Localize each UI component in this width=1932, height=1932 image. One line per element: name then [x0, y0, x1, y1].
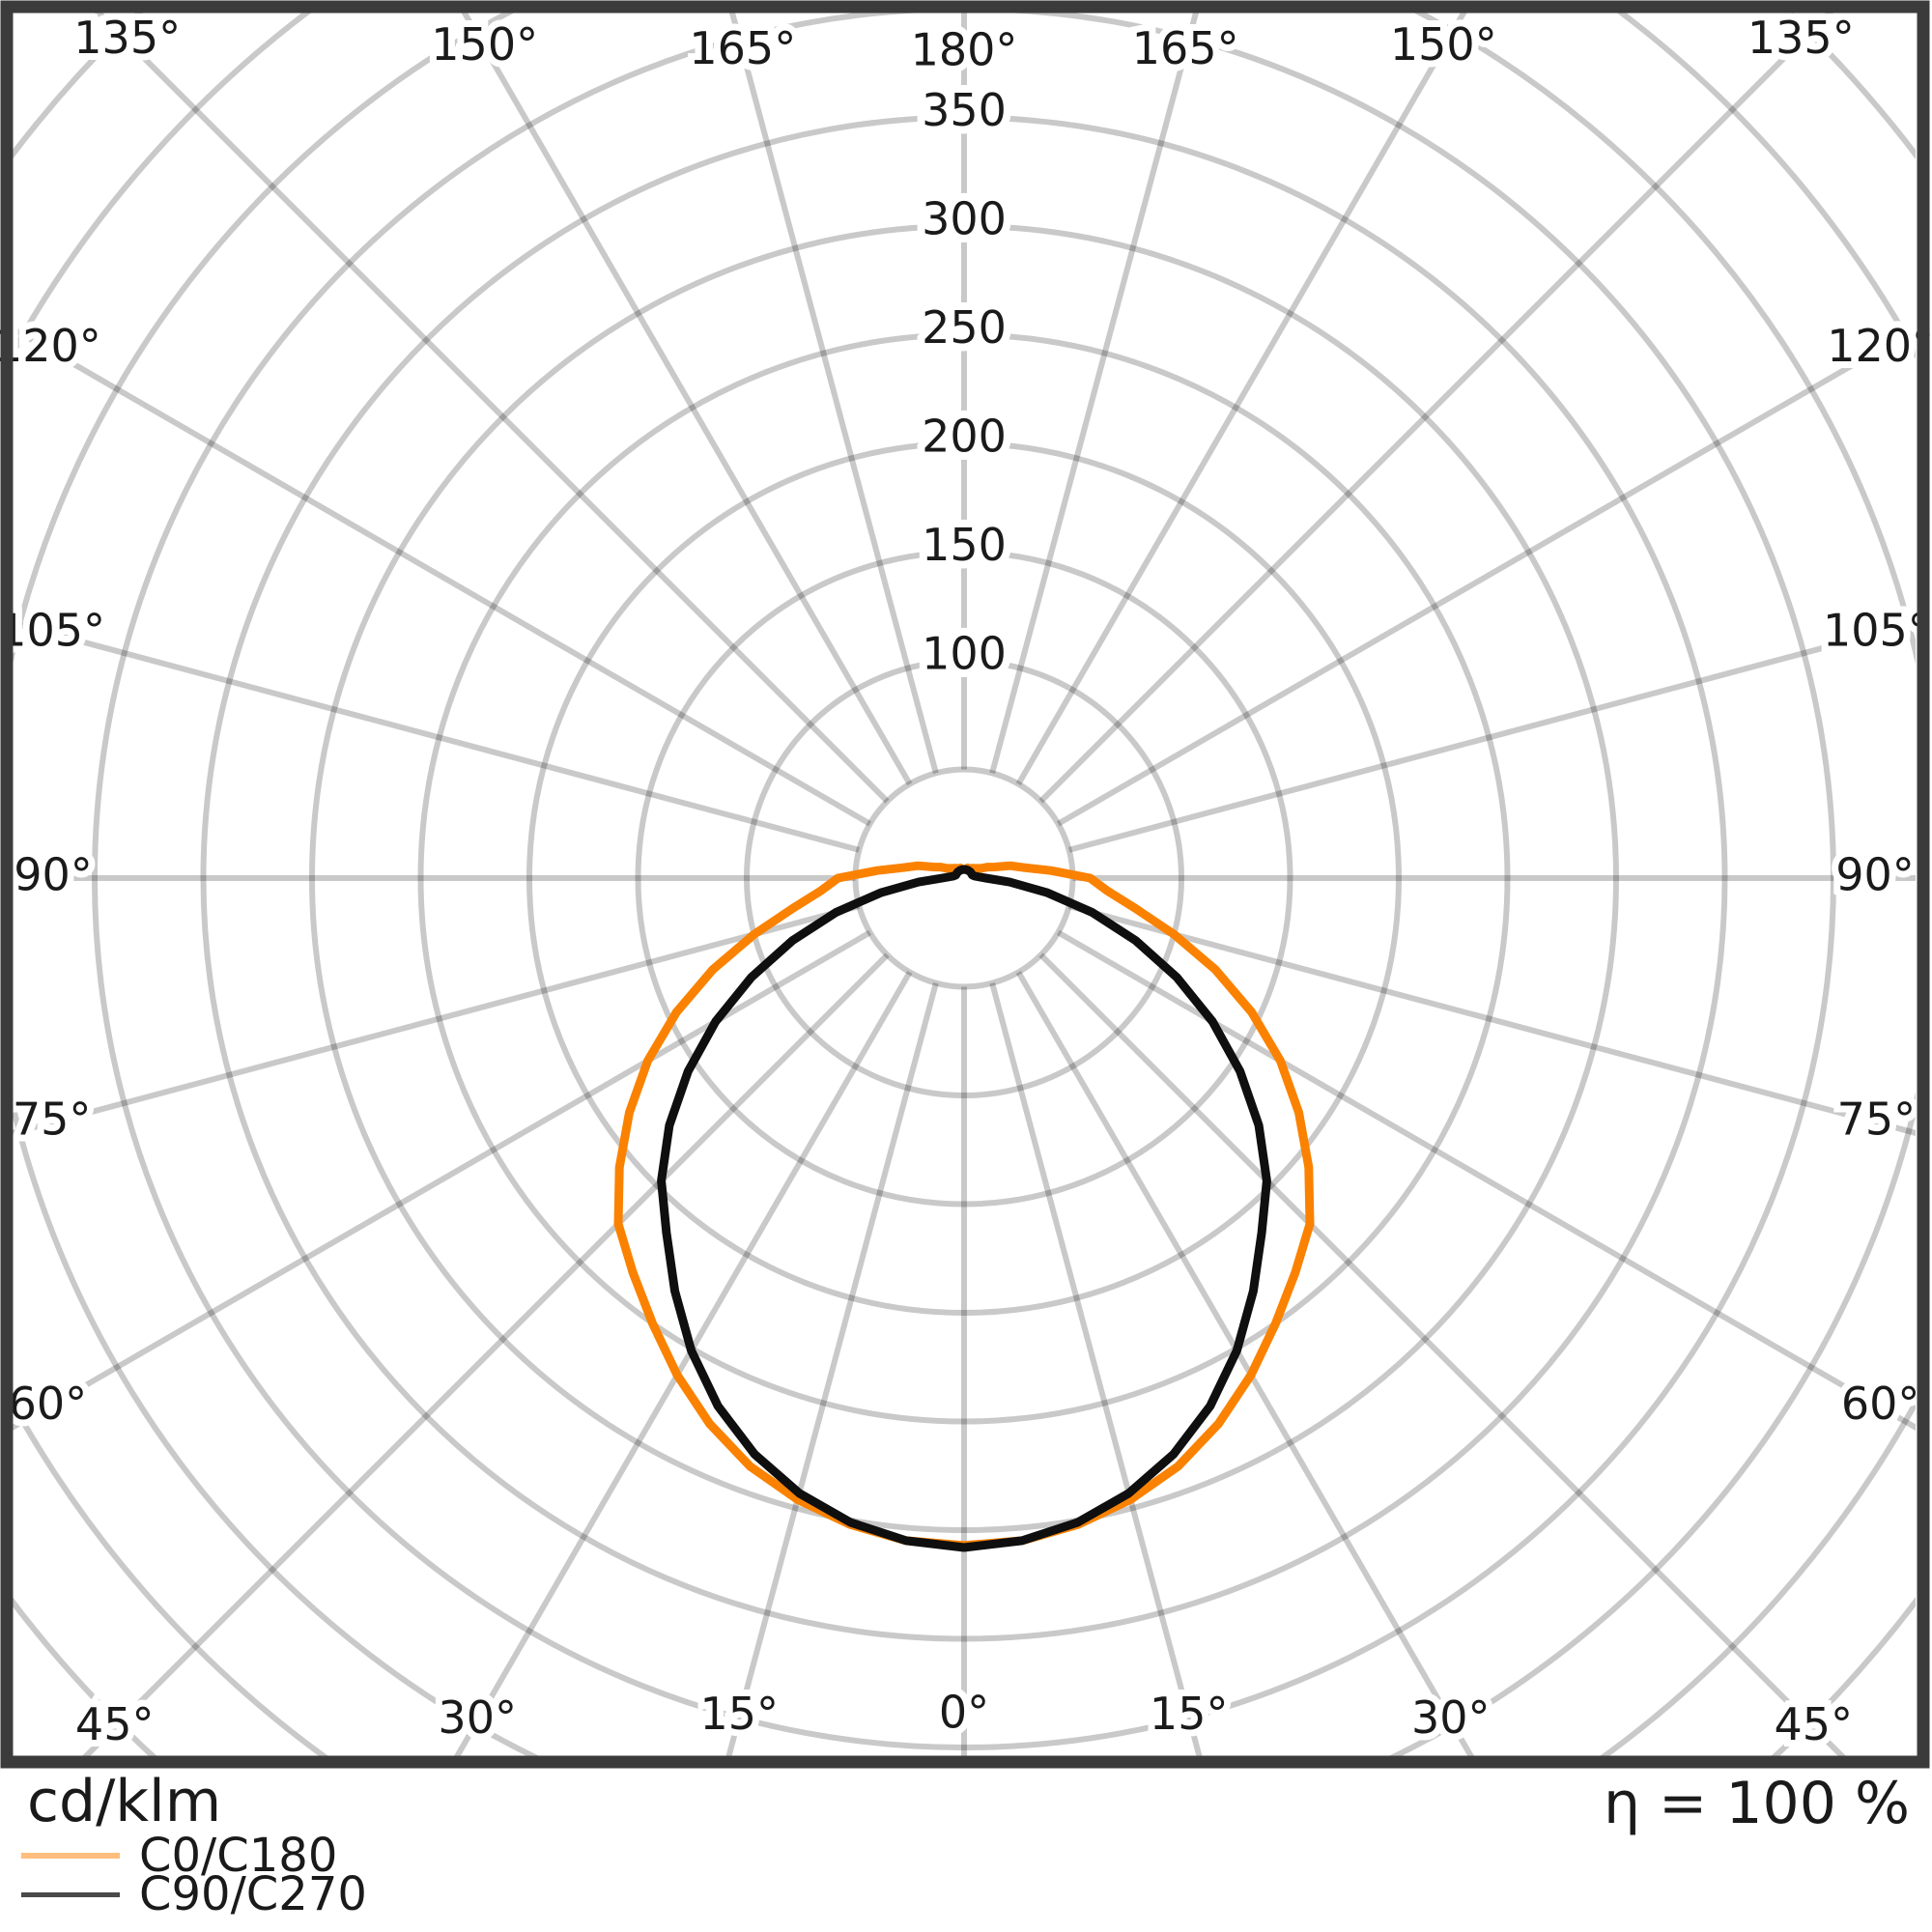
polar-grid-spoke [728, 13, 939, 775]
angle-tick-label: 75° [13, 1094, 92, 1146]
polar-grid-spoke [724, 981, 939, 1762]
angle-tick-label: 150° [1390, 18, 1497, 71]
angle-tick-label: 90° [1835, 849, 1915, 901]
curve-c90-c270 [657, 865, 1271, 1552]
radial-tick-label: 250 [922, 301, 1007, 354]
angle-tick-label: 30° [438, 1691, 517, 1744]
radial-tick-labels: 100 150 200 250 300 350 [914, 76, 1014, 688]
angle-tick-label: 15° [1150, 1688, 1229, 1740]
radial-tick-label: 100 [922, 628, 1007, 680]
polar-grid-spoke [13, 619, 861, 853]
angle-tick-label: 45° [1775, 1698, 1854, 1750]
polar-grid-ring [852, 766, 1076, 990]
angle-tick-label: 60° [1841, 1378, 1920, 1430]
polar-grid-spoke [13, 929, 872, 1432]
polar-grid-spoke [13, 325, 872, 827]
angle-tick-label: 90° [14, 849, 93, 901]
polar-grid-spoke [1038, 13, 1834, 804]
angle-tick-label: 120° [0, 320, 101, 372]
angle-tick-label: 180° [911, 24, 1018, 76]
angle-tick-label: 75° [1837, 1094, 1917, 1146]
angle-tick-label: 120° [1827, 320, 1932, 372]
polar-grid-ring [200, 114, 1728, 1642]
angle-tick-label: 60° [9, 1378, 88, 1430]
polar-grid-spoke [94, 13, 890, 804]
radial-tick-label: 350 [922, 84, 1007, 136]
polar-grid-spoke [1038, 952, 1853, 1762]
polar-grid-spoke [989, 13, 1200, 775]
legend-label-c0-c180: C0/C180 [139, 1829, 338, 1883]
polar-grid-ring [744, 658, 1184, 1098]
efficiency-label: η = 100 % [1603, 1770, 1910, 1837]
angle-tick-label: 135° [73, 12, 181, 64]
polar-grid-spoke [1067, 619, 1916, 853]
legend-item-c90-c270: C90/C270 [21, 1867, 367, 1921]
polar-grid-spoke [461, 13, 913, 786]
units-label: cd/klm [27, 1768, 222, 1835]
angle-tick-label: 150° [431, 18, 538, 71]
polar-grid-spoke [75, 952, 890, 1762]
polar-grid-spoke [1015, 13, 1467, 786]
angle-tick-label: 165° [689, 22, 796, 74]
angle-tick-label: 105° [1823, 604, 1930, 656]
legend-line-c90-c270-icon [21, 1891, 120, 1897]
polar-grid-ring [635, 549, 1293, 1208]
legend-label-c90-c270: C90/C270 [139, 1867, 367, 1921]
polar-grid-spoke [989, 981, 1205, 1762]
polar-grid-spoke [1056, 325, 1916, 827]
angle-tick-label: 105° [0, 604, 105, 656]
polar-grid-ring [526, 440, 1402, 1316]
angle-tick-label: 30° [1411, 1691, 1491, 1744]
radial-tick-label: 300 [922, 193, 1007, 245]
radial-tick-label: 200 [922, 411, 1007, 463]
angle-tick-label: 45° [75, 1698, 155, 1750]
legend-line-c0-c180-icon [21, 1853, 120, 1859]
polar-grid-ring [417, 331, 1511, 1425]
polar-grid-spoke [1056, 929, 1916, 1432]
chart-legend: C0/C180 C90/C270 [21, 1829, 367, 1921]
polar-grid-spoke [13, 903, 861, 1137]
angle-tick-label: 135° [1747, 12, 1855, 64]
polar-grid-ring [92, 13, 1836, 1750]
polar-grid-spoke [1015, 970, 1478, 1762]
radial-tick-label: 150 [922, 519, 1007, 571]
legend-item-c0-c180: C0/C180 [21, 1829, 367, 1883]
angle-tick-label: 165° [1132, 22, 1239, 74]
plot-frame [0, 0, 1930, 1769]
curves-group [613, 861, 1315, 1552]
polar-grid-spoke [1067, 903, 1916, 1137]
angle-tick-label: 15° [700, 1688, 780, 1740]
angle-tick-labels: 135° 150° 165° 180° 165° 150° 135° 120° 120° 105°… [0, 5, 1932, 1757]
polar-grid-ring [309, 223, 1619, 1533]
polar-grid-spoke [450, 970, 913, 1762]
angle-tick-label: 0° [939, 1687, 989, 1739]
